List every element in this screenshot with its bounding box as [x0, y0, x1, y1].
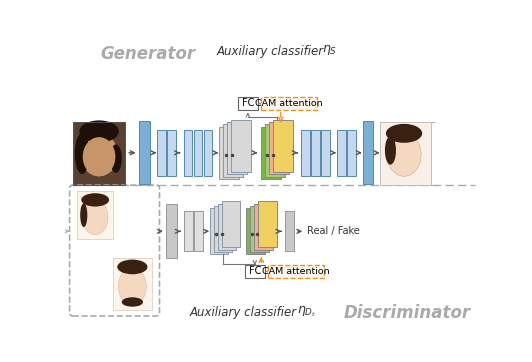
Bar: [250, 206, 269, 252]
Ellipse shape: [82, 200, 108, 235]
Ellipse shape: [75, 133, 89, 174]
Bar: [321, 130, 330, 176]
Bar: [113, 257, 152, 310]
Bar: [265, 124, 285, 177]
Bar: [77, 191, 113, 239]
Ellipse shape: [81, 193, 109, 207]
Text: $\eta_{D_t}$: $\eta_{D_t}$: [297, 304, 317, 319]
Bar: [258, 201, 277, 248]
Ellipse shape: [80, 133, 118, 176]
Text: Discriminator: Discriminator: [344, 304, 471, 322]
Bar: [184, 130, 192, 176]
Text: Generator: Generator: [101, 45, 195, 63]
Bar: [214, 206, 232, 252]
Ellipse shape: [122, 297, 143, 307]
Bar: [221, 201, 240, 248]
Bar: [73, 122, 126, 185]
Bar: [245, 265, 265, 278]
Bar: [347, 130, 355, 176]
Bar: [311, 130, 320, 176]
Bar: [194, 130, 202, 176]
Text: FC: FC: [248, 266, 261, 276]
Bar: [301, 130, 310, 176]
Bar: [261, 97, 317, 110]
Ellipse shape: [387, 133, 421, 176]
Bar: [380, 122, 431, 185]
Bar: [269, 122, 289, 174]
Bar: [254, 203, 273, 250]
Text: FC: FC: [242, 98, 254, 109]
Text: Real / Fake: Real / Fake: [307, 226, 360, 236]
Ellipse shape: [110, 144, 122, 173]
Bar: [157, 130, 165, 176]
Bar: [272, 120, 293, 172]
Bar: [73, 122, 126, 185]
Bar: [268, 265, 324, 278]
Text: $\eta_S$: $\eta_S$: [322, 43, 337, 56]
Text: CAM attention: CAM attention: [255, 99, 323, 108]
Bar: [194, 211, 203, 251]
Bar: [246, 208, 265, 254]
Bar: [227, 122, 247, 174]
Bar: [362, 121, 373, 184]
Bar: [218, 203, 236, 250]
Ellipse shape: [119, 268, 146, 305]
Ellipse shape: [385, 136, 396, 165]
Text: Auxiliary classifier: Auxiliary classifier: [217, 45, 327, 58]
Ellipse shape: [79, 121, 119, 143]
Text: Auxiliary classifier: Auxiliary classifier: [189, 307, 300, 319]
Bar: [139, 121, 150, 184]
Bar: [210, 208, 228, 254]
Ellipse shape: [117, 260, 147, 274]
Bar: [219, 127, 239, 179]
Ellipse shape: [82, 137, 115, 176]
Bar: [231, 120, 251, 172]
Bar: [167, 130, 176, 176]
Bar: [167, 205, 177, 258]
Bar: [204, 130, 212, 176]
Bar: [380, 122, 431, 185]
Bar: [223, 124, 243, 177]
Ellipse shape: [386, 124, 422, 143]
Ellipse shape: [80, 203, 87, 227]
Bar: [261, 127, 281, 179]
Text: CAM attention: CAM attention: [262, 267, 330, 276]
Bar: [238, 97, 258, 110]
Bar: [184, 211, 193, 251]
Bar: [285, 211, 294, 251]
Bar: [337, 130, 345, 176]
